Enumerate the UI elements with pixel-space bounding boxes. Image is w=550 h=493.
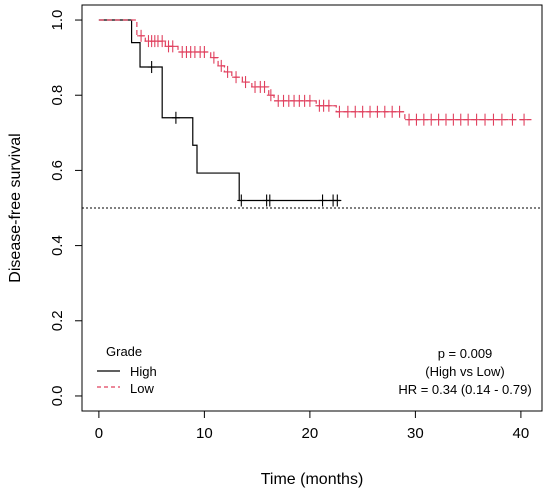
censor-mark-low-45 bbox=[427, 113, 436, 126]
censor-mark-high-7 bbox=[333, 194, 342, 207]
stats-annotation: p = 0.009 (High vs Low) HR = 0.34 (0.14 … bbox=[398, 346, 531, 397]
censor-mark-low-56 bbox=[520, 113, 529, 126]
censor-mark-low-52 bbox=[481, 113, 490, 126]
censor-mark-low-42 bbox=[405, 113, 414, 126]
censor-mark-low-43 bbox=[412, 113, 421, 126]
censor-mark-low-29 bbox=[305, 94, 314, 107]
series-low bbox=[98, 19, 532, 126]
y-tick-label-3: 0.6 bbox=[49, 160, 66, 181]
censor-mark-low-34 bbox=[343, 105, 352, 118]
censor-mark-low-50 bbox=[464, 113, 473, 126]
censor-mark-low-14 bbox=[209, 51, 218, 64]
censor-mark-high-0 bbox=[147, 61, 156, 74]
censor-mark-low-46 bbox=[434, 113, 443, 126]
p-value-text: p = 0.009 bbox=[438, 346, 493, 361]
y-tick-label-4: 0.8 bbox=[49, 85, 66, 106]
y-tick-label-2: 0.4 bbox=[49, 235, 66, 256]
y-tick-label-5: 1.0 bbox=[49, 10, 66, 31]
censor-mark-high-1 bbox=[171, 111, 180, 124]
censor-mark-low-47 bbox=[441, 113, 450, 126]
censor-mark-high-2 bbox=[237, 194, 246, 207]
x-tick-label-0: 0 bbox=[95, 425, 103, 442]
censor-mark-low-33 bbox=[335, 105, 344, 118]
censor-mark-high-5 bbox=[318, 194, 327, 207]
censor-mark-low-5 bbox=[158, 35, 167, 48]
censor-mark-low-55 bbox=[508, 113, 517, 126]
y-tick-label-0: 0.0 bbox=[49, 386, 66, 407]
survival-curve-high bbox=[98, 19, 341, 202]
censor-mark-low-35 bbox=[351, 105, 360, 118]
censor-mark-low-13 bbox=[200, 45, 209, 58]
legend-label-low: Low bbox=[130, 381, 154, 396]
censor-mark-low-40 bbox=[388, 105, 397, 118]
censor-mark-low-36 bbox=[358, 105, 367, 118]
censor-mark-low-41 bbox=[395, 105, 404, 118]
censor-mark-low-39 bbox=[380, 105, 389, 118]
censor-mark-low-37 bbox=[366, 105, 375, 118]
legend-label-high: High bbox=[130, 364, 157, 379]
x-tick-label-2: 20 bbox=[302, 425, 319, 442]
censor-mark-low-32 bbox=[324, 99, 333, 112]
x-axis-label: Time (months) bbox=[261, 471, 364, 488]
censor-mark-low-38 bbox=[373, 105, 382, 118]
series-high bbox=[98, 19, 342, 207]
censor-mark-low-21 bbox=[260, 80, 269, 93]
censor-mark-low-49 bbox=[456, 113, 465, 126]
axes-layer: 0 10 20 30 40 0.0 0.2 0.4 0.6 0.8 1.0 bbox=[49, 10, 529, 442]
censor-mark-low-44 bbox=[419, 113, 428, 126]
survival-curve-low bbox=[98, 19, 532, 121]
censor-mark-low-17 bbox=[232, 71, 241, 84]
censor-mark-low-53 bbox=[489, 113, 498, 126]
censor-mark-low-15 bbox=[217, 59, 226, 72]
x-tick-label-1: 10 bbox=[196, 425, 213, 442]
censor-mark-low-54 bbox=[497, 113, 506, 126]
censor-mark-low-7 bbox=[168, 40, 177, 53]
censor-mark-high-4 bbox=[265, 194, 274, 207]
x-tick-label-4: 40 bbox=[513, 425, 530, 442]
censor-mark-low-0 bbox=[137, 29, 146, 42]
x-tick-label-3: 30 bbox=[407, 425, 424, 442]
y-tick-label-1: 0.2 bbox=[49, 310, 66, 331]
censor-mark-low-18 bbox=[241, 76, 250, 89]
series-layer bbox=[98, 19, 532, 207]
hazard-ratio-text: HR = 0.34 (0.14 - 0.79) bbox=[398, 382, 531, 397]
comparison-text: (High vs Low) bbox=[425, 364, 504, 379]
legend-title: Grade bbox=[106, 344, 142, 359]
censor-mark-low-48 bbox=[449, 113, 458, 126]
y-axis-label: Disease-free survival bbox=[7, 133, 24, 282]
legend: Grade High Low bbox=[97, 344, 157, 396]
censor-mark-low-16 bbox=[223, 65, 232, 78]
censor-mark-low-22 bbox=[266, 89, 275, 102]
censor-mark-low-51 bbox=[472, 113, 481, 126]
